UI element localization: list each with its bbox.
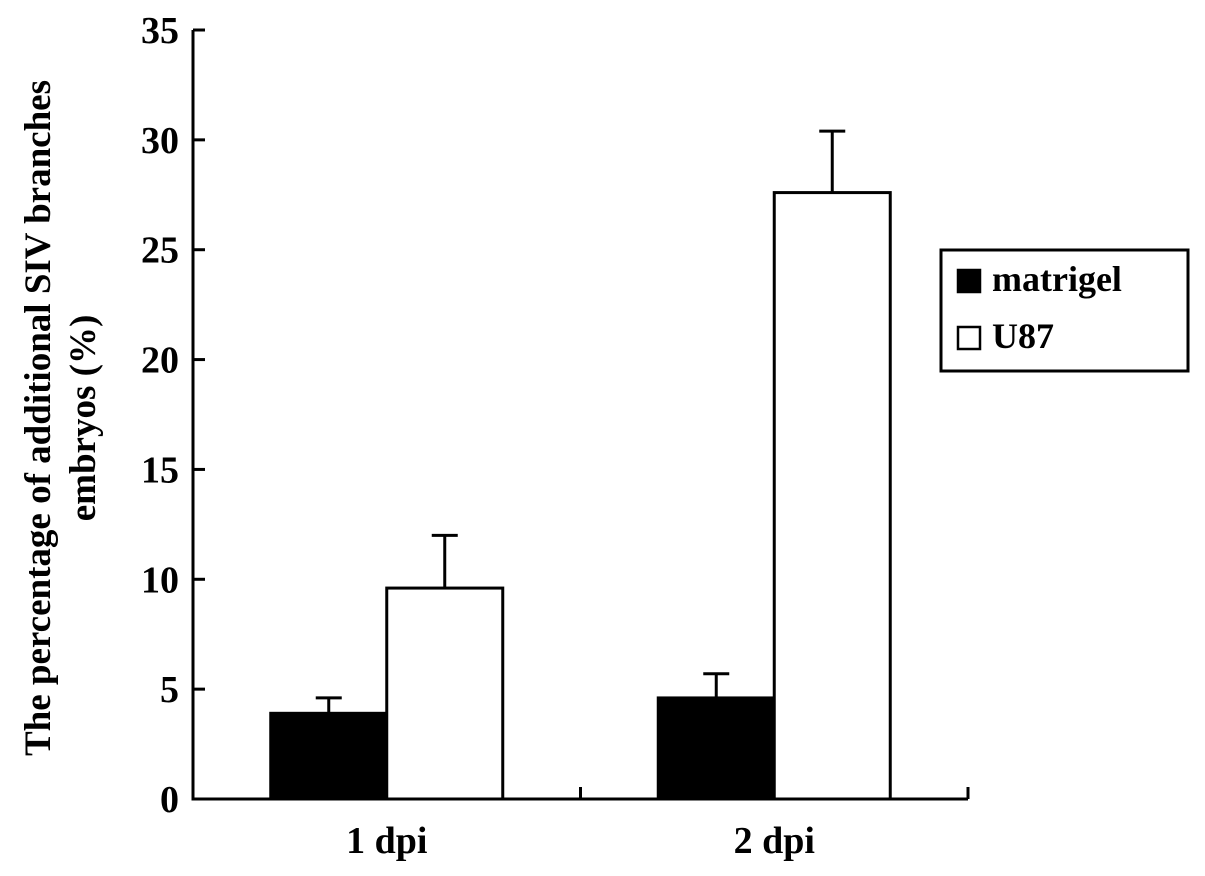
bar-u87-2-dpi <box>772 191 892 801</box>
y-tick-label: 10 <box>141 559 179 601</box>
bar-matrigel-1-dpi <box>269 711 389 801</box>
y-tick-label: 0 <box>160 779 179 821</box>
y-axis-title: The percentage of additional SIV branche… <box>18 80 104 756</box>
bar-u87-1-dpi <box>385 586 505 801</box>
x-tick-label: 1 dpi <box>346 820 427 862</box>
y-axis-title-line-1: The percentage of additional SIV branche… <box>18 80 59 756</box>
y-tick-label: 25 <box>141 230 179 272</box>
y-axis-ticks: 0 5 10 15 20 25 30 35 <box>141 10 205 821</box>
legend: matrigel U87 <box>939 248 1190 373</box>
legend-swatch <box>956 268 982 294</box>
bar-matrigel-2-dpi <box>656 696 776 801</box>
legend-box <box>939 248 1190 373</box>
bars <box>269 129 892 801</box>
y-tick-label: 15 <box>141 449 179 491</box>
legend-swatch <box>956 325 982 351</box>
y-axis-title-line-2: embryos (%) <box>63 315 104 522</box>
y-tick-label: 30 <box>141 120 179 162</box>
y-tick-label: 35 <box>141 10 179 52</box>
legend-label: U87 <box>992 316 1054 356</box>
y-tick-label: 5 <box>160 669 179 711</box>
x-tick-label: 2 dpi <box>734 820 815 862</box>
x-axis-labels: 1 dpi 2 dpi <box>346 820 815 862</box>
y-tick-label: 20 <box>141 340 179 382</box>
legend-label: matrigel <box>992 259 1122 299</box>
